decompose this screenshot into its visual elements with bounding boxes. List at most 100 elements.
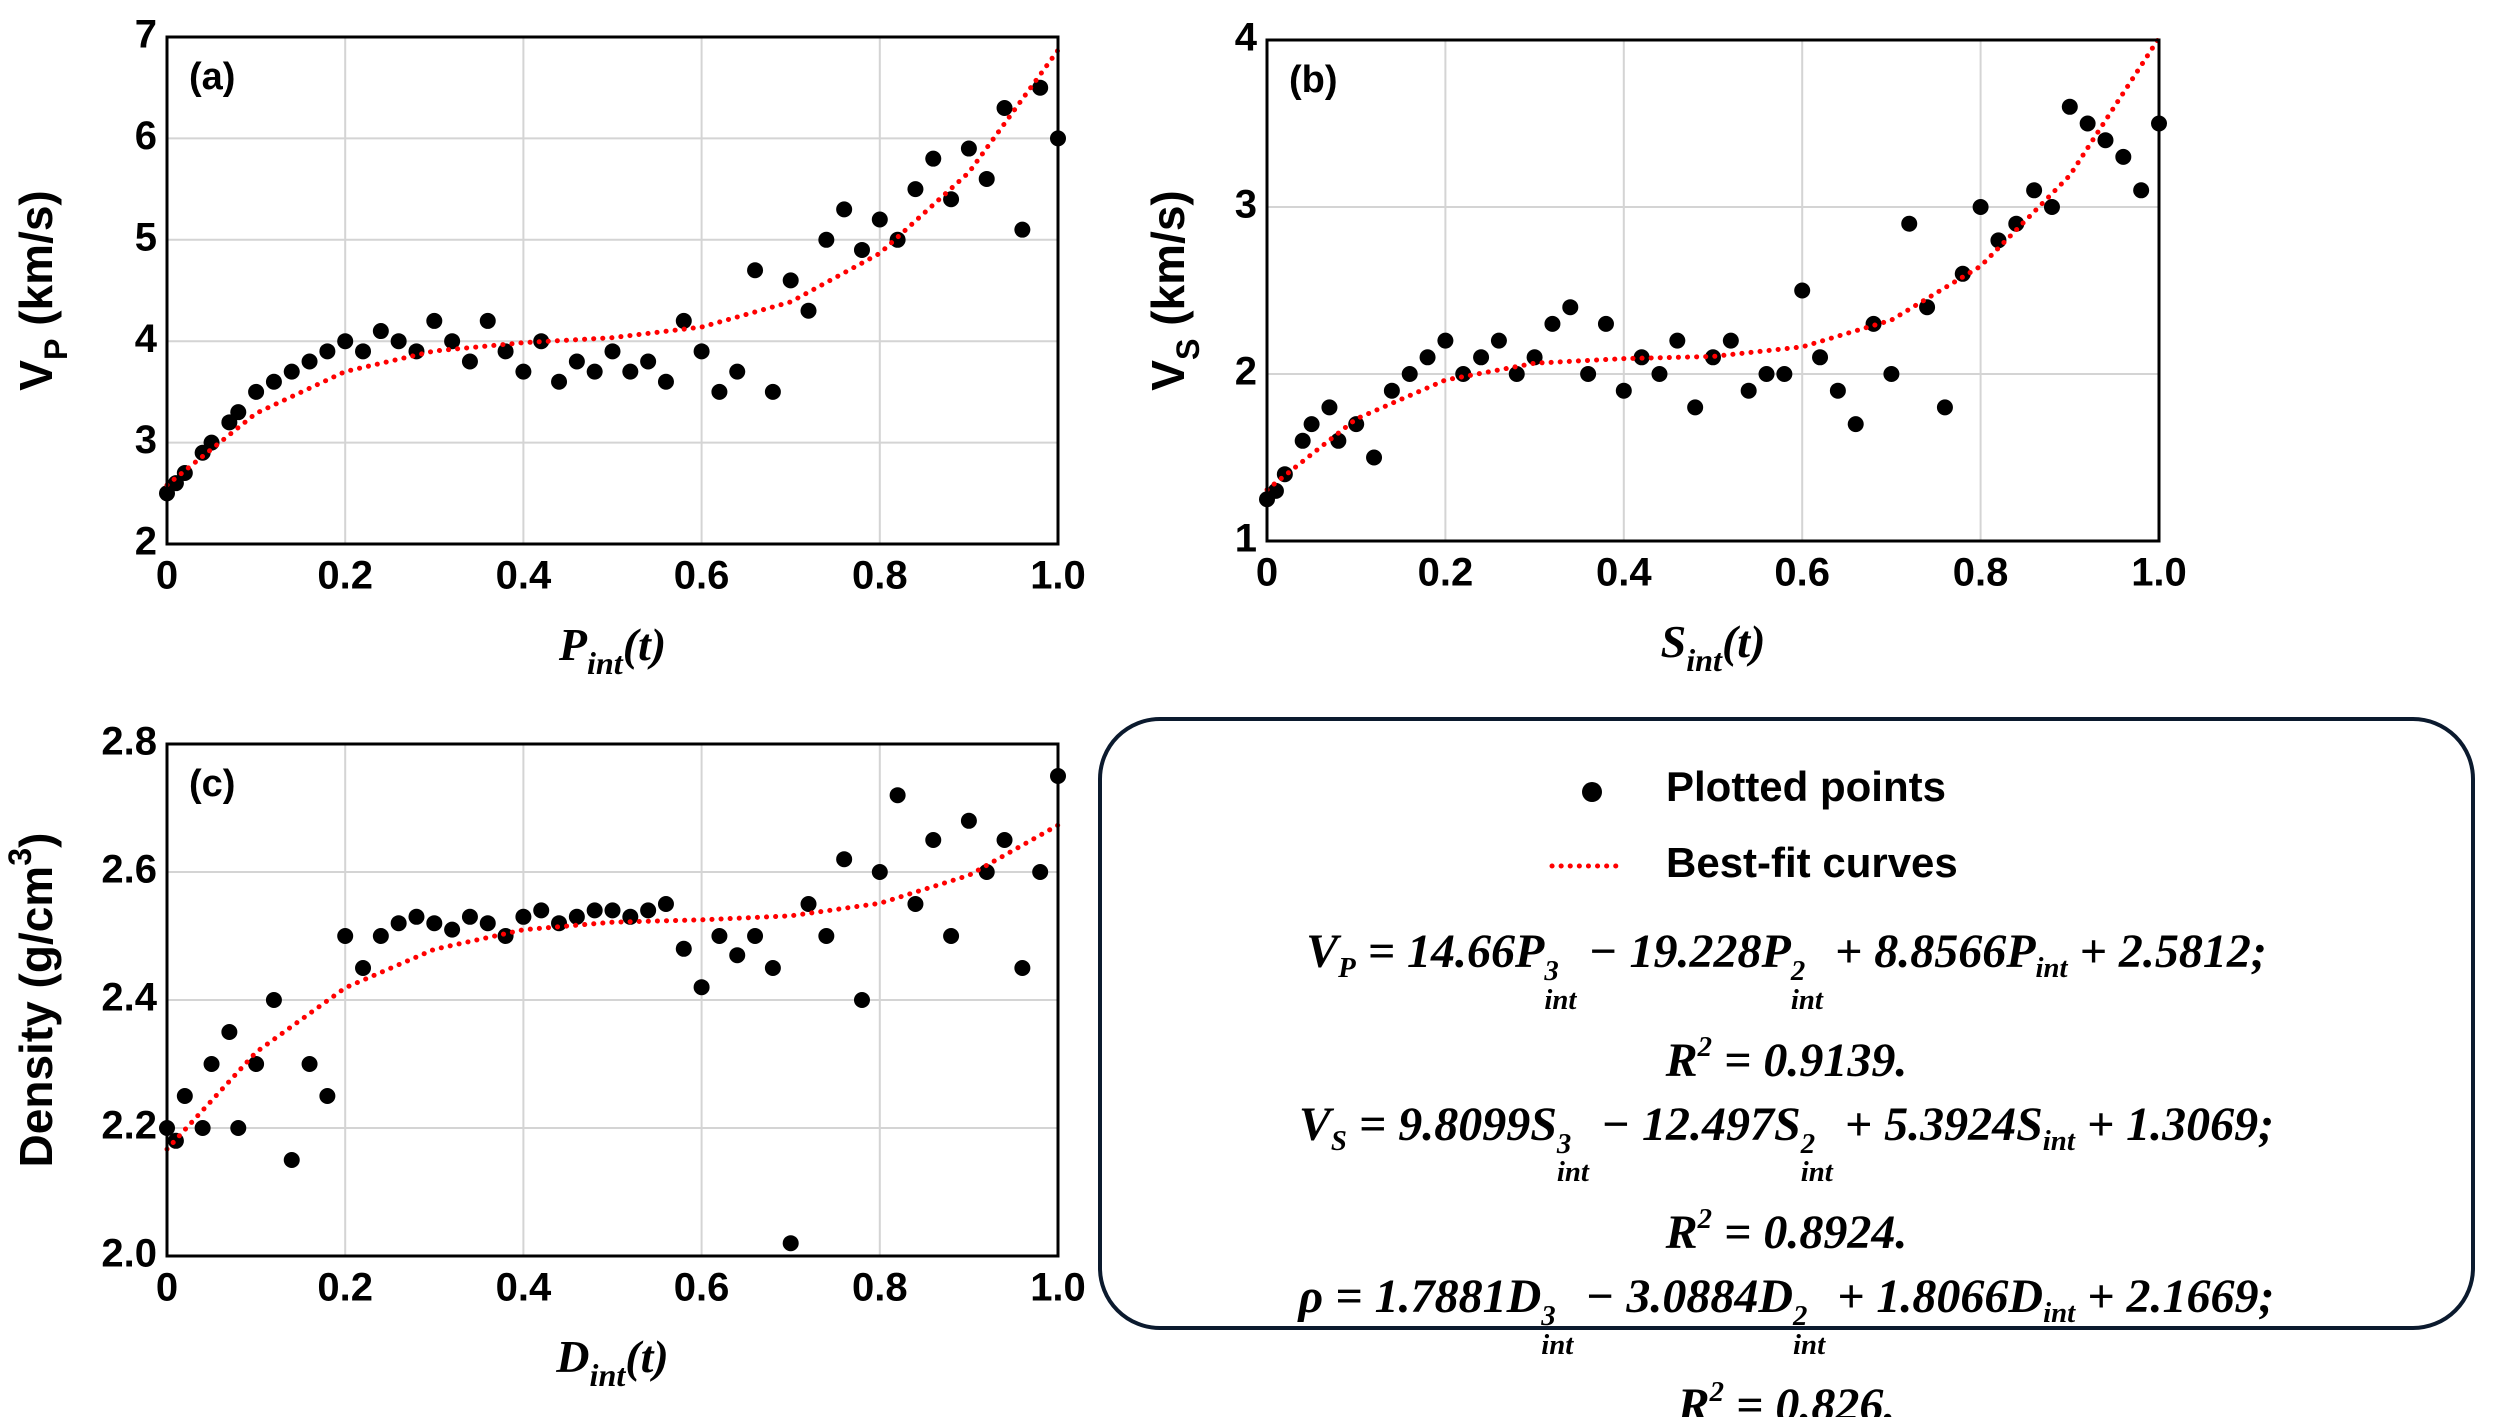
data-point [1812,349,1829,366]
equations: VP = 14.66P 3 int − 19.228P 2 int + 8.8566Pi… [1100,920,2473,1417]
x-tick-label: 0.2 [317,1266,373,1310]
data-point [836,201,853,218]
equation-sub: int [2035,952,2068,985]
data-point [2097,132,2114,149]
data-point [1473,349,1490,366]
data-point [444,921,461,938]
data-point [1562,299,1579,316]
equation-text: − 19.228P [1576,925,1791,978]
data-point [1687,399,1704,416]
y-axis-label: VP (km/s) [10,190,73,390]
x-tick-label: 0.4 [1596,551,1652,595]
equation-sub: int [1793,1329,1826,1362]
x-tick-label: 0.4 [496,1266,552,1310]
data-point [355,343,372,360]
data-point [426,915,443,932]
y-tick-label: 2.4 [101,976,157,1020]
data-point [1883,366,1900,382]
data-point [497,928,514,944]
script-stack: 3 int [1556,1129,1589,1189]
equation-line: VS = 9.8099S 3 int − 12.497S 2 int + 5.3924S… [1100,1093,2473,1188]
equation-line: R2 = 0.8924. [1100,1187,2473,1265]
equation-text: R [1665,1206,1698,1260]
equation-text: V [1306,925,1339,978]
x-tick-label: 0.8 [1953,551,2009,595]
equation-sub: int [2043,1297,2076,1330]
data-point [568,353,585,370]
data-point [203,1056,220,1072]
data-point [1597,315,1614,332]
data-point [943,928,960,944]
y-tick-label: 3 [1235,183,1257,227]
data-point [800,896,817,912]
data-point [1829,382,1846,399]
data-point [479,915,496,932]
y-tick-label: 1 [1235,517,1257,561]
data-point [1722,332,1739,349]
label-text: Density (g/cm [10,866,62,1168]
data-point [265,373,282,390]
data-point [1366,449,1383,466]
plot-area [1267,40,2159,541]
data-point [2133,182,2150,199]
fit-curve [164,822,1061,1152]
data-point [1936,399,1953,416]
data-point [996,832,1013,848]
data-point [1508,366,1525,382]
data-point [301,353,318,370]
equation-text: − 3.0884D [1573,1270,1794,1324]
panel-label: (b) [1289,59,1338,101]
equation-sup: 3 [1544,954,1559,987]
data-point [1014,221,1031,238]
data-point [871,864,888,880]
equation-text: + 2.1669; [2075,1270,2275,1324]
data-point [372,323,389,340]
data-point [1032,864,1049,880]
equation-sub: int [1800,1156,1833,1189]
plot-frame [165,742,1060,1258]
data-point [1758,366,1775,382]
x-tick-label: 0.2 [317,554,373,598]
y-tick-label: 6 [135,114,157,158]
data-point [1972,199,1989,215]
data-point [408,908,425,925]
data-point [2079,115,2096,132]
data-point [657,896,674,912]
label-text: S [1661,616,1687,667]
data-point [194,1120,211,1136]
data-point [640,902,657,919]
equation-sub: int [1556,1156,1589,1189]
data-point [301,1056,318,1072]
x-tick-label: 0 [156,1266,178,1310]
equation-text: + 1.8066D [1825,1270,2044,1324]
data-point [551,373,568,390]
data-point [622,363,639,380]
y-tick-label: 2.6 [101,848,157,892]
plot-frame [1265,38,2161,543]
x-tick-label: 1.0 [2131,551,2187,595]
data-point [2061,98,2078,115]
data-point [782,272,799,289]
data-point [1321,399,1338,416]
data-point [2115,148,2132,165]
data-point [907,181,924,198]
label-text: D [555,1331,589,1382]
label-text: (t) [1722,616,1765,667]
data-point [871,211,888,228]
plot-area [167,37,1058,544]
script-stack: 3 int [1541,1302,1573,1360]
data-point [693,343,710,360]
data-point [1651,366,1668,382]
data-point [640,353,657,370]
data-point [729,947,746,964]
equation-text: + 8.8566P [1822,925,2036,978]
y-tick-label: 4 [135,317,158,361]
data-point [711,928,728,944]
equation-sup: 3 [1541,1300,1556,1333]
data-point [978,864,995,880]
data-point [978,170,995,187]
x-tick-label: 0.8 [852,554,908,598]
data-point [319,1088,336,1104]
data-point [337,333,354,350]
x-tick-label: 1.0 [1030,554,1086,598]
